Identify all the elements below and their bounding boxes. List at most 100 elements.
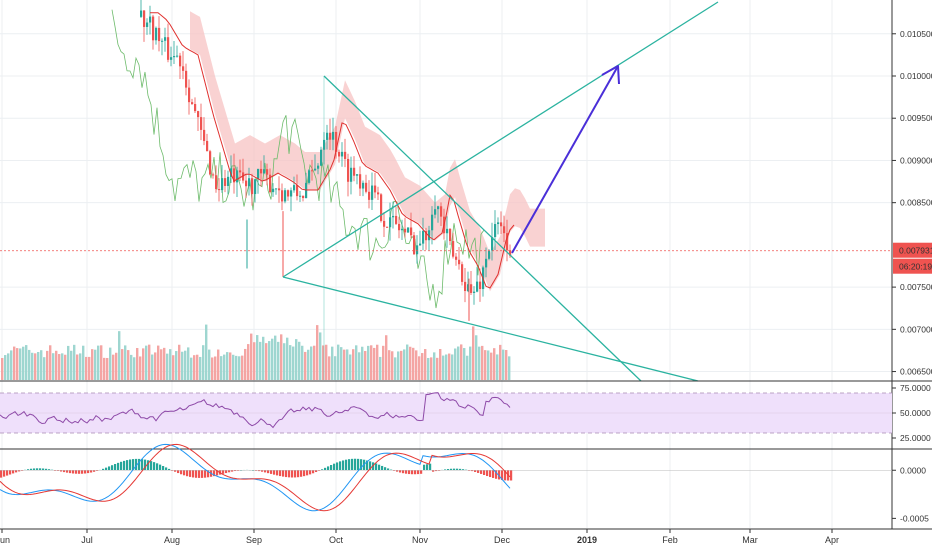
macd-bar xyxy=(66,470,69,473)
candle-body xyxy=(338,151,341,157)
volume-bar xyxy=(322,345,325,380)
macd-bar xyxy=(357,458,360,471)
ichimoku-cloud xyxy=(190,11,545,292)
volume-bar xyxy=(427,357,430,380)
candle-body xyxy=(392,215,395,218)
volume-bar xyxy=(271,338,274,380)
volume-bar xyxy=(139,356,142,380)
candle-body xyxy=(284,190,287,202)
macd-bar xyxy=(303,470,306,477)
macd-bar xyxy=(105,467,108,471)
volume-bar xyxy=(460,344,463,380)
macd-bar xyxy=(153,462,156,471)
macd-bar xyxy=(279,470,282,477)
macd-bar xyxy=(288,470,291,478)
macd-bar xyxy=(426,464,429,471)
macd-bar xyxy=(156,463,159,471)
candle-body xyxy=(227,176,230,186)
macd-bar xyxy=(378,464,381,471)
volume-bar xyxy=(391,351,394,380)
falling-trendline[interactable] xyxy=(323,75,642,382)
macd-bar xyxy=(297,470,300,478)
volume-bar xyxy=(250,333,253,380)
candle-body xyxy=(260,168,263,174)
volume-bar xyxy=(412,347,415,380)
macd-bar xyxy=(285,470,288,478)
macd-bar xyxy=(231,470,234,472)
volume-bar xyxy=(220,356,223,380)
macd-bar xyxy=(87,470,90,474)
volume-bar xyxy=(142,348,145,380)
volume-bar xyxy=(265,343,268,380)
macd-bar xyxy=(267,470,270,474)
volume-bar xyxy=(202,345,205,380)
macd-bar xyxy=(390,469,393,471)
candle-body xyxy=(440,206,443,217)
candle-body xyxy=(197,111,200,118)
volume-bar xyxy=(508,356,511,380)
time-tick-label: Apr xyxy=(825,535,839,545)
candle-body xyxy=(431,214,434,231)
trendlines[interactable] xyxy=(282,1,719,382)
macd-bar xyxy=(39,468,42,471)
macd-bar xyxy=(189,470,192,477)
volume-bar xyxy=(340,347,343,380)
volume-bar xyxy=(22,346,25,380)
macd-bar xyxy=(108,466,111,471)
macd-bar xyxy=(264,470,267,473)
candle-body xyxy=(212,174,215,176)
volume-bar xyxy=(187,347,190,380)
volume-bar xyxy=(145,345,148,380)
candle-body xyxy=(179,55,182,67)
candle-body xyxy=(326,132,329,140)
candle-body xyxy=(140,10,143,17)
macd-bar xyxy=(384,467,387,471)
candle-body xyxy=(356,174,359,176)
macd-bar xyxy=(6,470,9,476)
volume-bar xyxy=(196,354,199,380)
volume-bar xyxy=(301,345,304,380)
candle-body xyxy=(452,241,455,257)
lower-trendline[interactable] xyxy=(282,276,699,382)
candle-body xyxy=(152,16,155,41)
candle-body xyxy=(371,185,374,200)
price-tick-label: 0.008500 xyxy=(900,198,932,208)
volume-bar xyxy=(505,350,508,380)
macd-bar xyxy=(162,465,165,471)
projection-arrow[interactable] xyxy=(511,65,619,254)
candle-body xyxy=(464,281,467,292)
candle-body xyxy=(473,291,476,293)
volume-bar xyxy=(64,354,67,380)
volume-bars xyxy=(1,324,511,380)
macd-bar xyxy=(405,470,408,474)
rsi-line xyxy=(0,392,511,429)
volume-bar xyxy=(469,346,472,380)
macd-bar xyxy=(18,470,21,472)
volume-bar xyxy=(283,343,286,380)
macd-bar xyxy=(324,467,327,471)
volume-bar xyxy=(55,350,58,380)
candle-body xyxy=(503,226,506,234)
time-tick-label: Jul xyxy=(81,535,93,545)
macd-bar xyxy=(489,470,492,478)
macd-bar xyxy=(69,470,72,474)
volume-bar xyxy=(334,356,337,380)
macd-bar xyxy=(120,461,123,471)
macd-bar xyxy=(450,468,453,471)
candle-body xyxy=(329,132,332,140)
volume-bar xyxy=(262,336,265,380)
candle-body xyxy=(257,168,260,180)
volume-bar xyxy=(223,354,226,380)
macd-bar xyxy=(84,470,87,474)
volume-bar xyxy=(400,350,403,380)
candle-body xyxy=(449,228,452,242)
macd-bar xyxy=(396,470,399,472)
volume-bar xyxy=(358,352,361,380)
volume-bar xyxy=(85,356,88,380)
volume-bar xyxy=(313,345,316,380)
volume-bar xyxy=(487,350,490,380)
candle-body xyxy=(206,140,209,152)
macd-bar xyxy=(144,459,147,471)
upper-trendline[interactable] xyxy=(282,1,719,278)
